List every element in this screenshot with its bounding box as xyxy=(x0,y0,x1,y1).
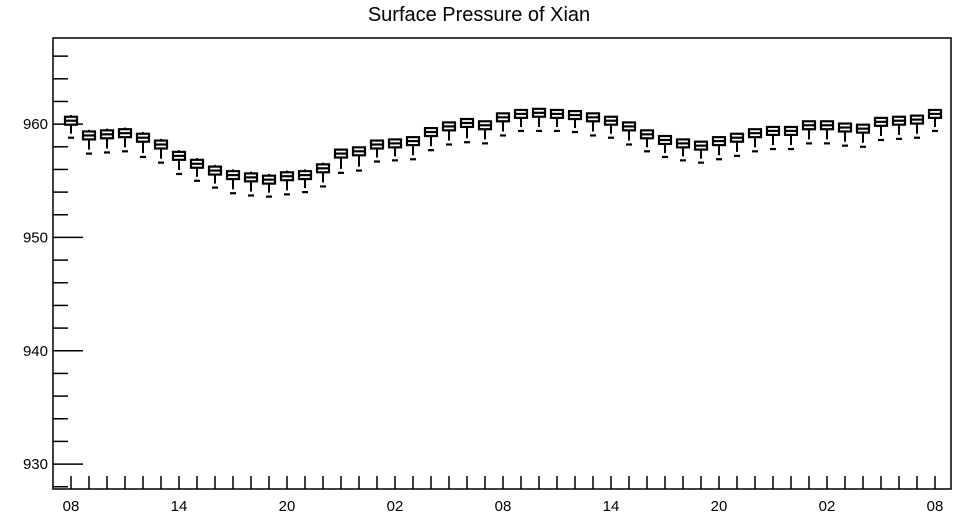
chart-title: Surface Pressure of Xian xyxy=(367,4,591,26)
x-tick-label: 14 xyxy=(171,498,188,515)
box-30 xyxy=(585,112,601,137)
box-34 xyxy=(657,134,673,159)
box-35 xyxy=(675,138,691,162)
box-2 xyxy=(81,129,97,155)
box-25 xyxy=(495,112,511,137)
box-28 xyxy=(549,108,565,133)
box-24 xyxy=(477,120,493,145)
y-tick-label: 930 xyxy=(23,456,48,473)
box-36 xyxy=(693,140,709,164)
box-3 xyxy=(99,128,115,154)
box-6 xyxy=(153,138,169,164)
box-14 xyxy=(297,169,313,194)
box-22 xyxy=(441,121,457,146)
box-43 xyxy=(819,120,835,145)
box-26 xyxy=(513,108,529,133)
x-tick-label: 08 xyxy=(927,498,944,515)
box-12 xyxy=(261,173,277,198)
box-17 xyxy=(351,146,367,172)
plot-frame xyxy=(52,37,952,490)
box-19 xyxy=(387,138,403,162)
x-tick-label: 14 xyxy=(603,498,620,515)
box-20 xyxy=(405,136,421,161)
boxes-layer xyxy=(63,107,943,198)
box-1 xyxy=(63,115,79,139)
box-18 xyxy=(369,139,385,163)
box-13 xyxy=(279,170,295,196)
x-tick-label: 02 xyxy=(387,498,404,515)
box-33 xyxy=(639,129,655,153)
box-31 xyxy=(603,115,619,139)
box-7 xyxy=(171,150,187,176)
x-tick-label: 08 xyxy=(63,498,80,515)
box-32 xyxy=(621,121,637,146)
box-23 xyxy=(459,117,475,144)
box-29 xyxy=(567,109,583,134)
box-9 xyxy=(207,164,223,189)
box-44 xyxy=(837,122,853,147)
box-49 xyxy=(927,108,943,133)
box-21 xyxy=(423,126,439,152)
x-tick-label: 20 xyxy=(279,498,296,515)
box-46 xyxy=(873,116,889,142)
box-8 xyxy=(189,158,205,182)
x-tick-label: 20 xyxy=(711,498,728,515)
x-tick-label: 02 xyxy=(819,498,836,515)
box-42 xyxy=(801,120,817,145)
x-tick-label: 08 xyxy=(495,498,512,515)
box-10 xyxy=(225,169,241,195)
box-45 xyxy=(855,123,871,148)
y-axis: 930 940 950 960 xyxy=(23,55,83,488)
box-40 xyxy=(765,125,781,151)
box-16 xyxy=(333,148,349,174)
box-48 xyxy=(909,114,925,139)
y-tick-label: 940 xyxy=(23,343,48,360)
x-axis: 08 14 20 02 08 14 20 02 08 xyxy=(63,476,944,515)
box-38 xyxy=(729,132,745,157)
box-47 xyxy=(891,115,907,140)
box-37 xyxy=(711,136,727,161)
box-39 xyxy=(747,128,763,153)
box-27 xyxy=(531,107,547,133)
box-11 xyxy=(243,171,259,197)
box-4 xyxy=(117,127,133,153)
box-15 xyxy=(315,162,331,188)
box-41 xyxy=(783,125,799,151)
box-5 xyxy=(135,132,151,159)
y-tick-label: 960 xyxy=(23,116,48,133)
y-tick-label: 950 xyxy=(23,229,48,246)
